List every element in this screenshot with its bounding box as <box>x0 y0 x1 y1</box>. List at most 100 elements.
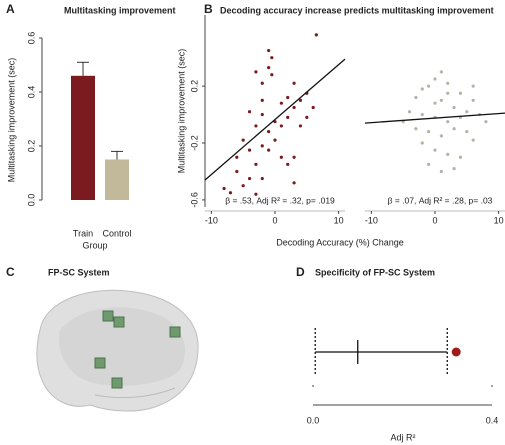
point <box>254 70 258 74</box>
point <box>241 138 245 142</box>
point <box>267 130 271 134</box>
point <box>465 130 469 134</box>
point <box>279 155 283 159</box>
point <box>439 134 443 138</box>
point <box>292 81 296 85</box>
y-tick-label: 0.2 <box>189 80 199 93</box>
point <box>420 112 424 117</box>
point <box>260 81 264 85</box>
point <box>235 155 239 159</box>
point <box>314 33 318 37</box>
point <box>286 162 290 166</box>
point <box>286 115 290 119</box>
fit-line <box>204 58 346 181</box>
point <box>452 167 456 171</box>
x-tick-label: Control <box>102 228 131 238</box>
point <box>260 112 264 117</box>
point <box>439 169 443 174</box>
point <box>267 148 271 152</box>
point <box>407 110 412 114</box>
region-cube <box>113 316 125 328</box>
point <box>452 127 456 131</box>
region-cube <box>94 357 106 369</box>
x-axis-label: Group <box>82 240 107 250</box>
x-tick-label: -10 <box>205 215 218 225</box>
region-cube <box>111 377 123 389</box>
y-tick-label: 0.4 <box>26 86 36 99</box>
point <box>471 84 475 88</box>
x-axis-label: Decoding Accuracy (%) Change <box>276 237 404 247</box>
panel-label: B <box>204 2 213 16</box>
point <box>292 105 296 110</box>
y-axis-label: Multitasking improvement (sec) <box>6 58 16 183</box>
point <box>247 176 252 181</box>
brain-illustration <box>36 289 199 412</box>
point <box>260 176 264 181</box>
x-axis-label: Adj R² <box>390 432 415 442</box>
point <box>439 98 443 102</box>
point <box>471 138 475 142</box>
point <box>254 162 258 166</box>
point <box>446 91 450 95</box>
point <box>279 124 283 128</box>
observed-point <box>451 347 461 357</box>
point <box>484 120 488 124</box>
point <box>471 98 475 102</box>
point <box>458 155 463 159</box>
chart-title: Decoding accuracy increase predicts mult… <box>220 5 494 15</box>
panel-label: D <box>296 265 305 279</box>
brain-inner <box>59 307 185 386</box>
point <box>427 130 431 134</box>
point <box>235 169 239 174</box>
point <box>311 105 315 110</box>
x-tick-label: 0.0 <box>307 415 320 425</box>
point <box>439 70 443 74</box>
point <box>414 127 418 131</box>
x-tick-label: 0 <box>432 215 437 225</box>
point <box>433 148 437 152</box>
y-tick-label: -0.6 <box>189 192 199 208</box>
point <box>222 186 226 191</box>
panel-label: C <box>6 265 15 279</box>
point <box>433 101 437 105</box>
point <box>465 110 469 114</box>
point <box>427 162 431 166</box>
point <box>241 184 245 188</box>
point <box>458 91 463 95</box>
point <box>254 192 258 196</box>
point <box>254 124 258 128</box>
panel-label: A <box>6 2 15 16</box>
point <box>270 73 274 77</box>
point <box>260 98 264 102</box>
x-tick-label: 10 <box>494 215 504 225</box>
point <box>305 115 309 119</box>
point <box>446 152 450 156</box>
y-tick-label: 0.0 <box>26 194 36 207</box>
point <box>427 84 431 88</box>
x-tick-label: 0 <box>272 215 277 225</box>
point <box>228 191 233 195</box>
point <box>298 124 303 128</box>
point <box>420 87 424 91</box>
point <box>247 110 252 114</box>
chart-title: Specificity of FP-SC System <box>315 267 435 277</box>
point <box>260 144 264 148</box>
y-axis-label: Multitasking improvement (sec) <box>176 49 186 174</box>
point <box>286 95 290 100</box>
bar <box>71 75 95 200</box>
point <box>420 141 424 145</box>
bar <box>105 159 129 200</box>
annotation: β = .07, Adj R² = .28, p= .03 <box>388 195 493 205</box>
x-tick-label: Train <box>73 228 93 238</box>
region-cube <box>102 310 114 322</box>
brain-fold <box>94 387 176 399</box>
point <box>267 48 271 53</box>
point <box>292 155 296 159</box>
chart-title: FP-SC System <box>48 267 110 277</box>
region-cube <box>169 326 181 338</box>
point <box>270 56 274 60</box>
point <box>433 77 437 81</box>
chart-title: Multitasking improvement <box>64 5 176 15</box>
y-tick-label: -0.2 <box>189 135 199 151</box>
